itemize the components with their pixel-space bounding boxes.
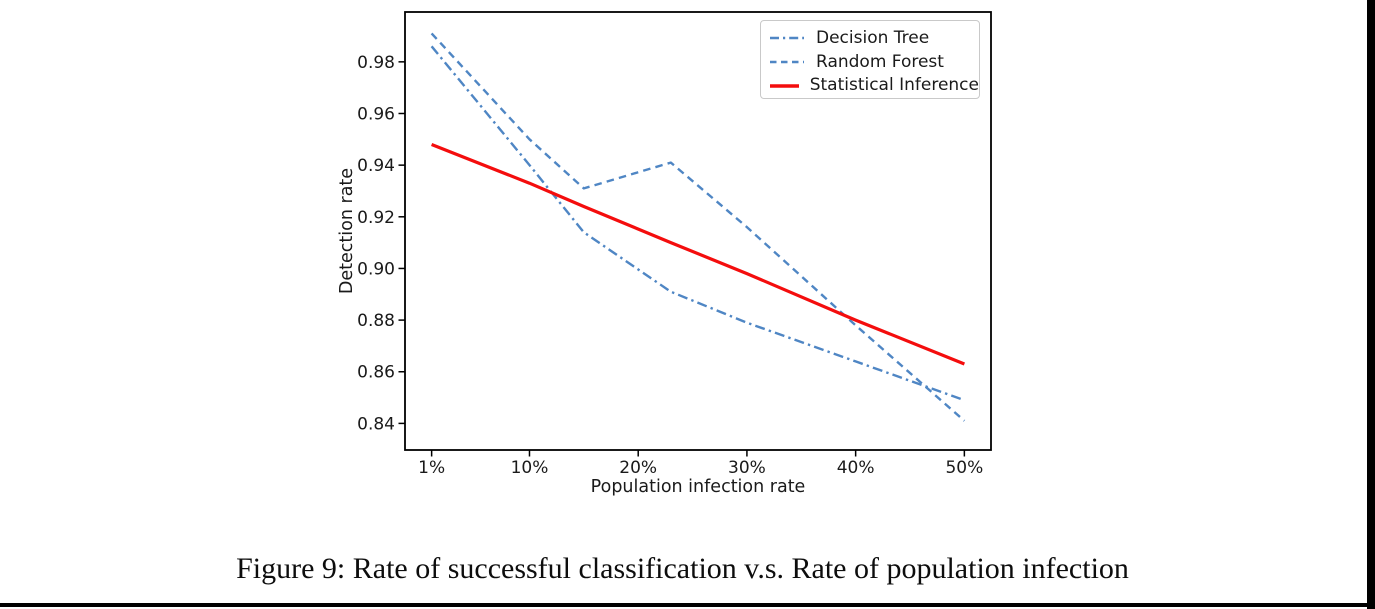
series-line-random-forest bbox=[430, 32, 966, 422]
x-tick-label: 20% bbox=[619, 458, 657, 478]
legend-item: Statistical Inference bbox=[769, 74, 979, 97]
legend-label: Random Forest bbox=[816, 51, 944, 72]
y-tick-label: 0.88 bbox=[357, 311, 395, 331]
page-rule-bottom bbox=[0, 603, 1375, 607]
x-tick-label: 30% bbox=[728, 458, 766, 478]
legend-label: Statistical Inference bbox=[809, 75, 979, 96]
y-tick-label: 0.86 bbox=[357, 363, 395, 383]
y-tick-label: 0.84 bbox=[357, 414, 395, 434]
legend: Decision Tree Random Forest Statistical In… bbox=[760, 20, 980, 99]
y-tick-label: 0.94 bbox=[357, 156, 395, 176]
y-tick-label: 0.90 bbox=[357, 259, 395, 279]
series-line-statistical-inference bbox=[431, 143, 965, 366]
y-tick-label: 0.98 bbox=[357, 53, 395, 73]
series-line-decision-tree bbox=[430, 45, 965, 402]
legend-item: Decision Tree bbox=[769, 27, 979, 50]
axes-frame bbox=[404, 11, 992, 451]
figure-caption: Figure 9: Rate of successful classificat… bbox=[236, 552, 1129, 585]
y-tick-label: 0.96 bbox=[357, 104, 395, 124]
x-tick-label: 40% bbox=[837, 458, 875, 478]
y-tick-label: 0.92 bbox=[357, 208, 395, 228]
x-tick-label: 10% bbox=[511, 458, 549, 478]
legend-label: Decision Tree bbox=[816, 27, 930, 48]
x-tick-label: 1% bbox=[418, 458, 445, 478]
x-axis-label: Population infection rate bbox=[590, 477, 806, 497]
x-tick-label: 50% bbox=[945, 458, 983, 478]
legend-item: Random Forest bbox=[769, 51, 979, 74]
legend-line-sample-icon bbox=[770, 84, 799, 88]
legend-line-sample-icon bbox=[770, 60, 804, 64]
legend-line-sample-icon bbox=[770, 36, 804, 40]
page-edge-bar-right bbox=[1367, 0, 1375, 609]
y-axis-label: Detection rate bbox=[337, 167, 357, 295]
